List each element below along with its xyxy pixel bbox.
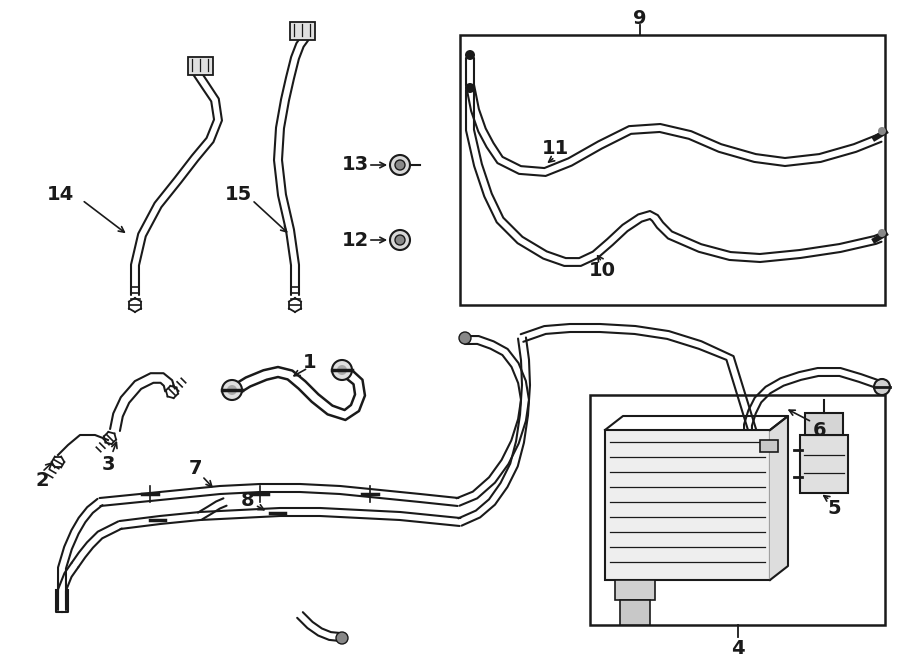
Circle shape <box>395 235 405 245</box>
Bar <box>805 413 843 435</box>
Text: 8: 8 <box>241 491 255 510</box>
Text: 9: 9 <box>634 9 647 28</box>
Text: 6: 6 <box>814 420 827 440</box>
Text: 3: 3 <box>101 455 115 475</box>
Circle shape <box>465 83 475 93</box>
Bar <box>620 600 650 625</box>
Text: 10: 10 <box>589 261 616 279</box>
Polygon shape <box>770 416 788 580</box>
Text: 5: 5 <box>827 498 841 518</box>
Circle shape <box>337 365 347 375</box>
Bar <box>615 580 655 600</box>
Circle shape <box>332 360 352 380</box>
Circle shape <box>878 127 886 135</box>
Text: 1: 1 <box>303 352 317 371</box>
Text: 15: 15 <box>224 185 252 205</box>
Bar <box>605 430 770 580</box>
Text: 7: 7 <box>188 459 202 477</box>
Text: 13: 13 <box>341 156 369 175</box>
Circle shape <box>390 230 410 250</box>
Circle shape <box>395 160 405 170</box>
Circle shape <box>222 380 242 400</box>
Circle shape <box>874 379 890 395</box>
Text: 11: 11 <box>542 138 569 158</box>
Bar <box>290 22 315 40</box>
Bar <box>760 440 778 452</box>
Text: 4: 4 <box>731 639 745 657</box>
Circle shape <box>336 632 348 644</box>
Circle shape <box>465 50 475 60</box>
Text: 14: 14 <box>47 185 74 205</box>
Text: 2: 2 <box>35 471 49 489</box>
Bar <box>188 57 213 75</box>
Bar <box>590 395 885 625</box>
Text: 12: 12 <box>341 230 369 250</box>
Circle shape <box>459 332 471 344</box>
Circle shape <box>390 155 410 175</box>
Bar <box>460 35 885 305</box>
Circle shape <box>878 229 886 237</box>
Circle shape <box>227 385 237 395</box>
Bar <box>800 435 848 493</box>
